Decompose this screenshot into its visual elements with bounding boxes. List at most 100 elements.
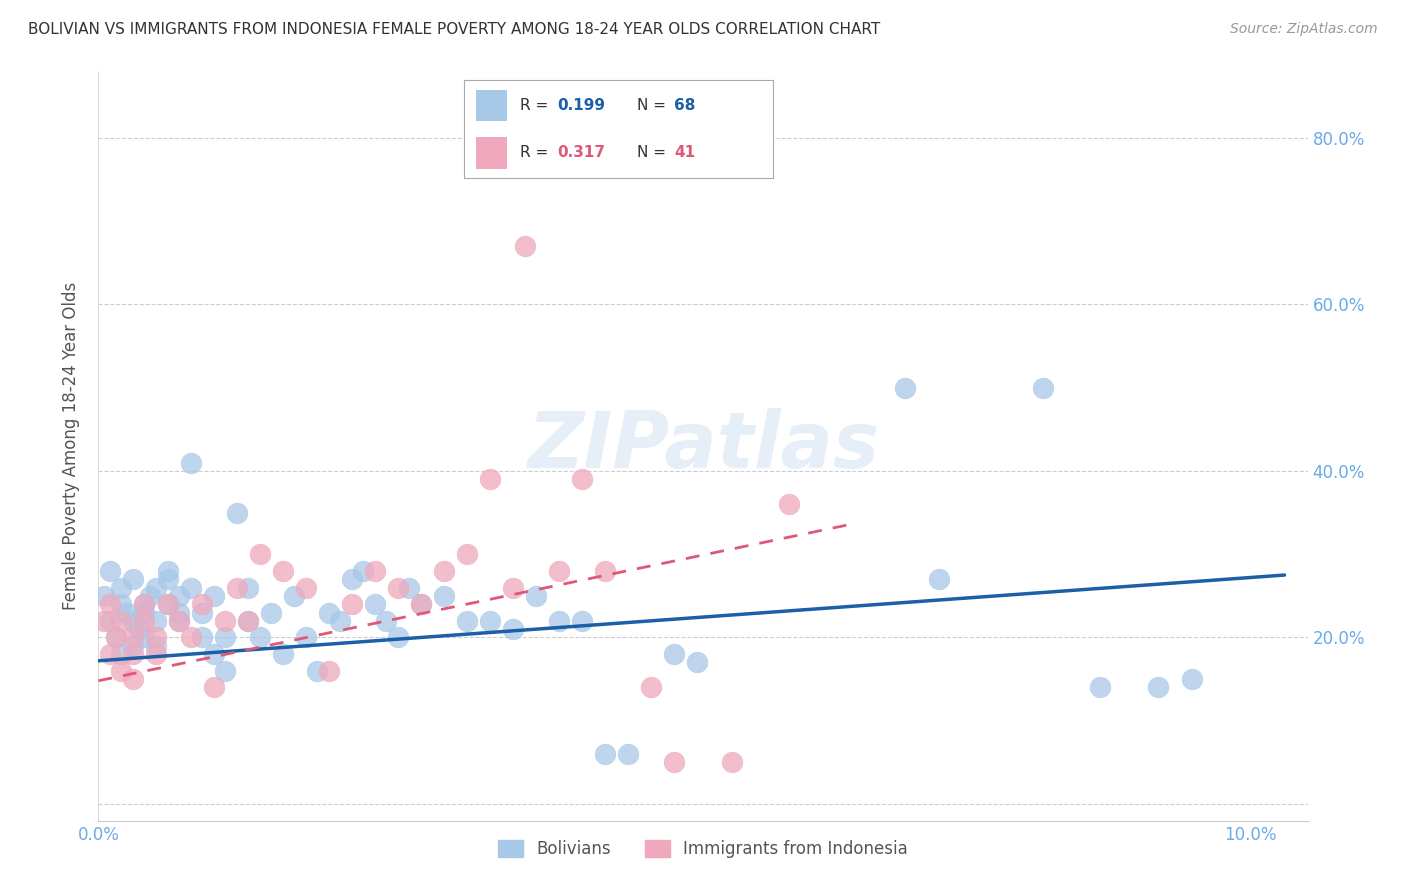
Text: 68: 68 xyxy=(675,98,696,113)
Point xyxy=(202,647,225,661)
Point xyxy=(456,547,478,561)
Point xyxy=(167,589,190,603)
Point xyxy=(202,589,225,603)
Point xyxy=(167,614,190,628)
Point xyxy=(115,606,138,620)
Point xyxy=(294,631,316,645)
Point xyxy=(191,606,214,620)
Point xyxy=(156,564,179,578)
Point xyxy=(225,581,247,595)
Point xyxy=(249,547,271,561)
Point xyxy=(893,381,915,395)
Point xyxy=(110,581,132,595)
Point xyxy=(180,631,202,645)
Point xyxy=(167,614,190,628)
Text: 0.317: 0.317 xyxy=(557,145,605,161)
Bar xyxy=(477,90,508,121)
Point xyxy=(375,614,398,628)
Text: BOLIVIAN VS IMMIGRANTS FROM INDONESIA FEMALE POVERTY AMONG 18-24 YEAR OLDS CORRE: BOLIVIAN VS IMMIGRANTS FROM INDONESIA FE… xyxy=(28,22,880,37)
Point xyxy=(122,672,145,686)
Y-axis label: Female Poverty Among 18-24 Year Olds: Female Poverty Among 18-24 Year Olds xyxy=(62,282,80,610)
Point xyxy=(122,631,145,645)
Point xyxy=(283,589,305,603)
Point xyxy=(167,606,190,620)
Point xyxy=(352,564,374,578)
Point xyxy=(249,631,271,645)
Point xyxy=(433,589,456,603)
Point xyxy=(191,631,214,645)
Point xyxy=(433,564,456,578)
Text: 41: 41 xyxy=(675,145,696,161)
Point xyxy=(318,664,340,678)
Point xyxy=(134,597,156,611)
Point xyxy=(98,597,121,611)
Point xyxy=(122,614,145,628)
Point xyxy=(928,572,950,586)
Point xyxy=(214,664,236,678)
Point xyxy=(180,456,202,470)
Point xyxy=(214,614,236,628)
Point xyxy=(134,614,156,628)
Point xyxy=(93,589,115,603)
Point xyxy=(478,614,501,628)
Point xyxy=(307,664,329,678)
Point xyxy=(110,647,132,661)
Point xyxy=(145,631,167,645)
Point xyxy=(1147,681,1170,695)
Point xyxy=(236,614,259,628)
Point xyxy=(128,622,150,636)
Point xyxy=(502,622,524,636)
Point xyxy=(122,639,145,653)
Point xyxy=(593,747,616,761)
Legend: Bolivians, Immigrants from Indonesia: Bolivians, Immigrants from Indonesia xyxy=(492,833,914,864)
Point xyxy=(502,581,524,595)
Point xyxy=(110,614,132,628)
Point xyxy=(145,639,167,653)
Text: ZIPatlas: ZIPatlas xyxy=(527,408,879,484)
Point xyxy=(686,656,709,670)
Point xyxy=(640,681,662,695)
Point xyxy=(571,472,593,486)
Point xyxy=(98,564,121,578)
Point xyxy=(225,506,247,520)
Point xyxy=(110,664,132,678)
Point xyxy=(93,614,115,628)
Point xyxy=(478,472,501,486)
Point xyxy=(664,756,686,770)
Point xyxy=(122,647,145,661)
Point xyxy=(134,606,156,620)
Point xyxy=(104,631,127,645)
Point xyxy=(236,581,259,595)
Text: R =: R = xyxy=(520,98,553,113)
Point xyxy=(260,606,283,620)
Point xyxy=(214,631,236,645)
Point xyxy=(236,614,259,628)
Point xyxy=(617,747,640,761)
Point xyxy=(409,597,432,611)
Point xyxy=(513,239,536,253)
Point xyxy=(134,631,156,645)
Point xyxy=(1181,672,1204,686)
Text: Source: ZipAtlas.com: Source: ZipAtlas.com xyxy=(1230,22,1378,37)
Point xyxy=(720,756,742,770)
Point xyxy=(340,597,363,611)
Point xyxy=(1032,381,1054,395)
Point xyxy=(364,564,387,578)
Point xyxy=(145,581,167,595)
Point xyxy=(398,581,420,595)
Point xyxy=(104,631,127,645)
Text: N =: N = xyxy=(637,98,671,113)
Point xyxy=(387,631,409,645)
Text: 0.199: 0.199 xyxy=(557,98,605,113)
Point xyxy=(134,597,156,611)
Point xyxy=(1090,681,1112,695)
Text: R =: R = xyxy=(520,145,553,161)
Point xyxy=(98,647,121,661)
Point xyxy=(548,614,571,628)
Point xyxy=(571,614,593,628)
Point xyxy=(318,606,340,620)
Text: N =: N = xyxy=(637,145,671,161)
Point xyxy=(202,681,225,695)
Point xyxy=(191,597,214,611)
Point xyxy=(387,581,409,595)
